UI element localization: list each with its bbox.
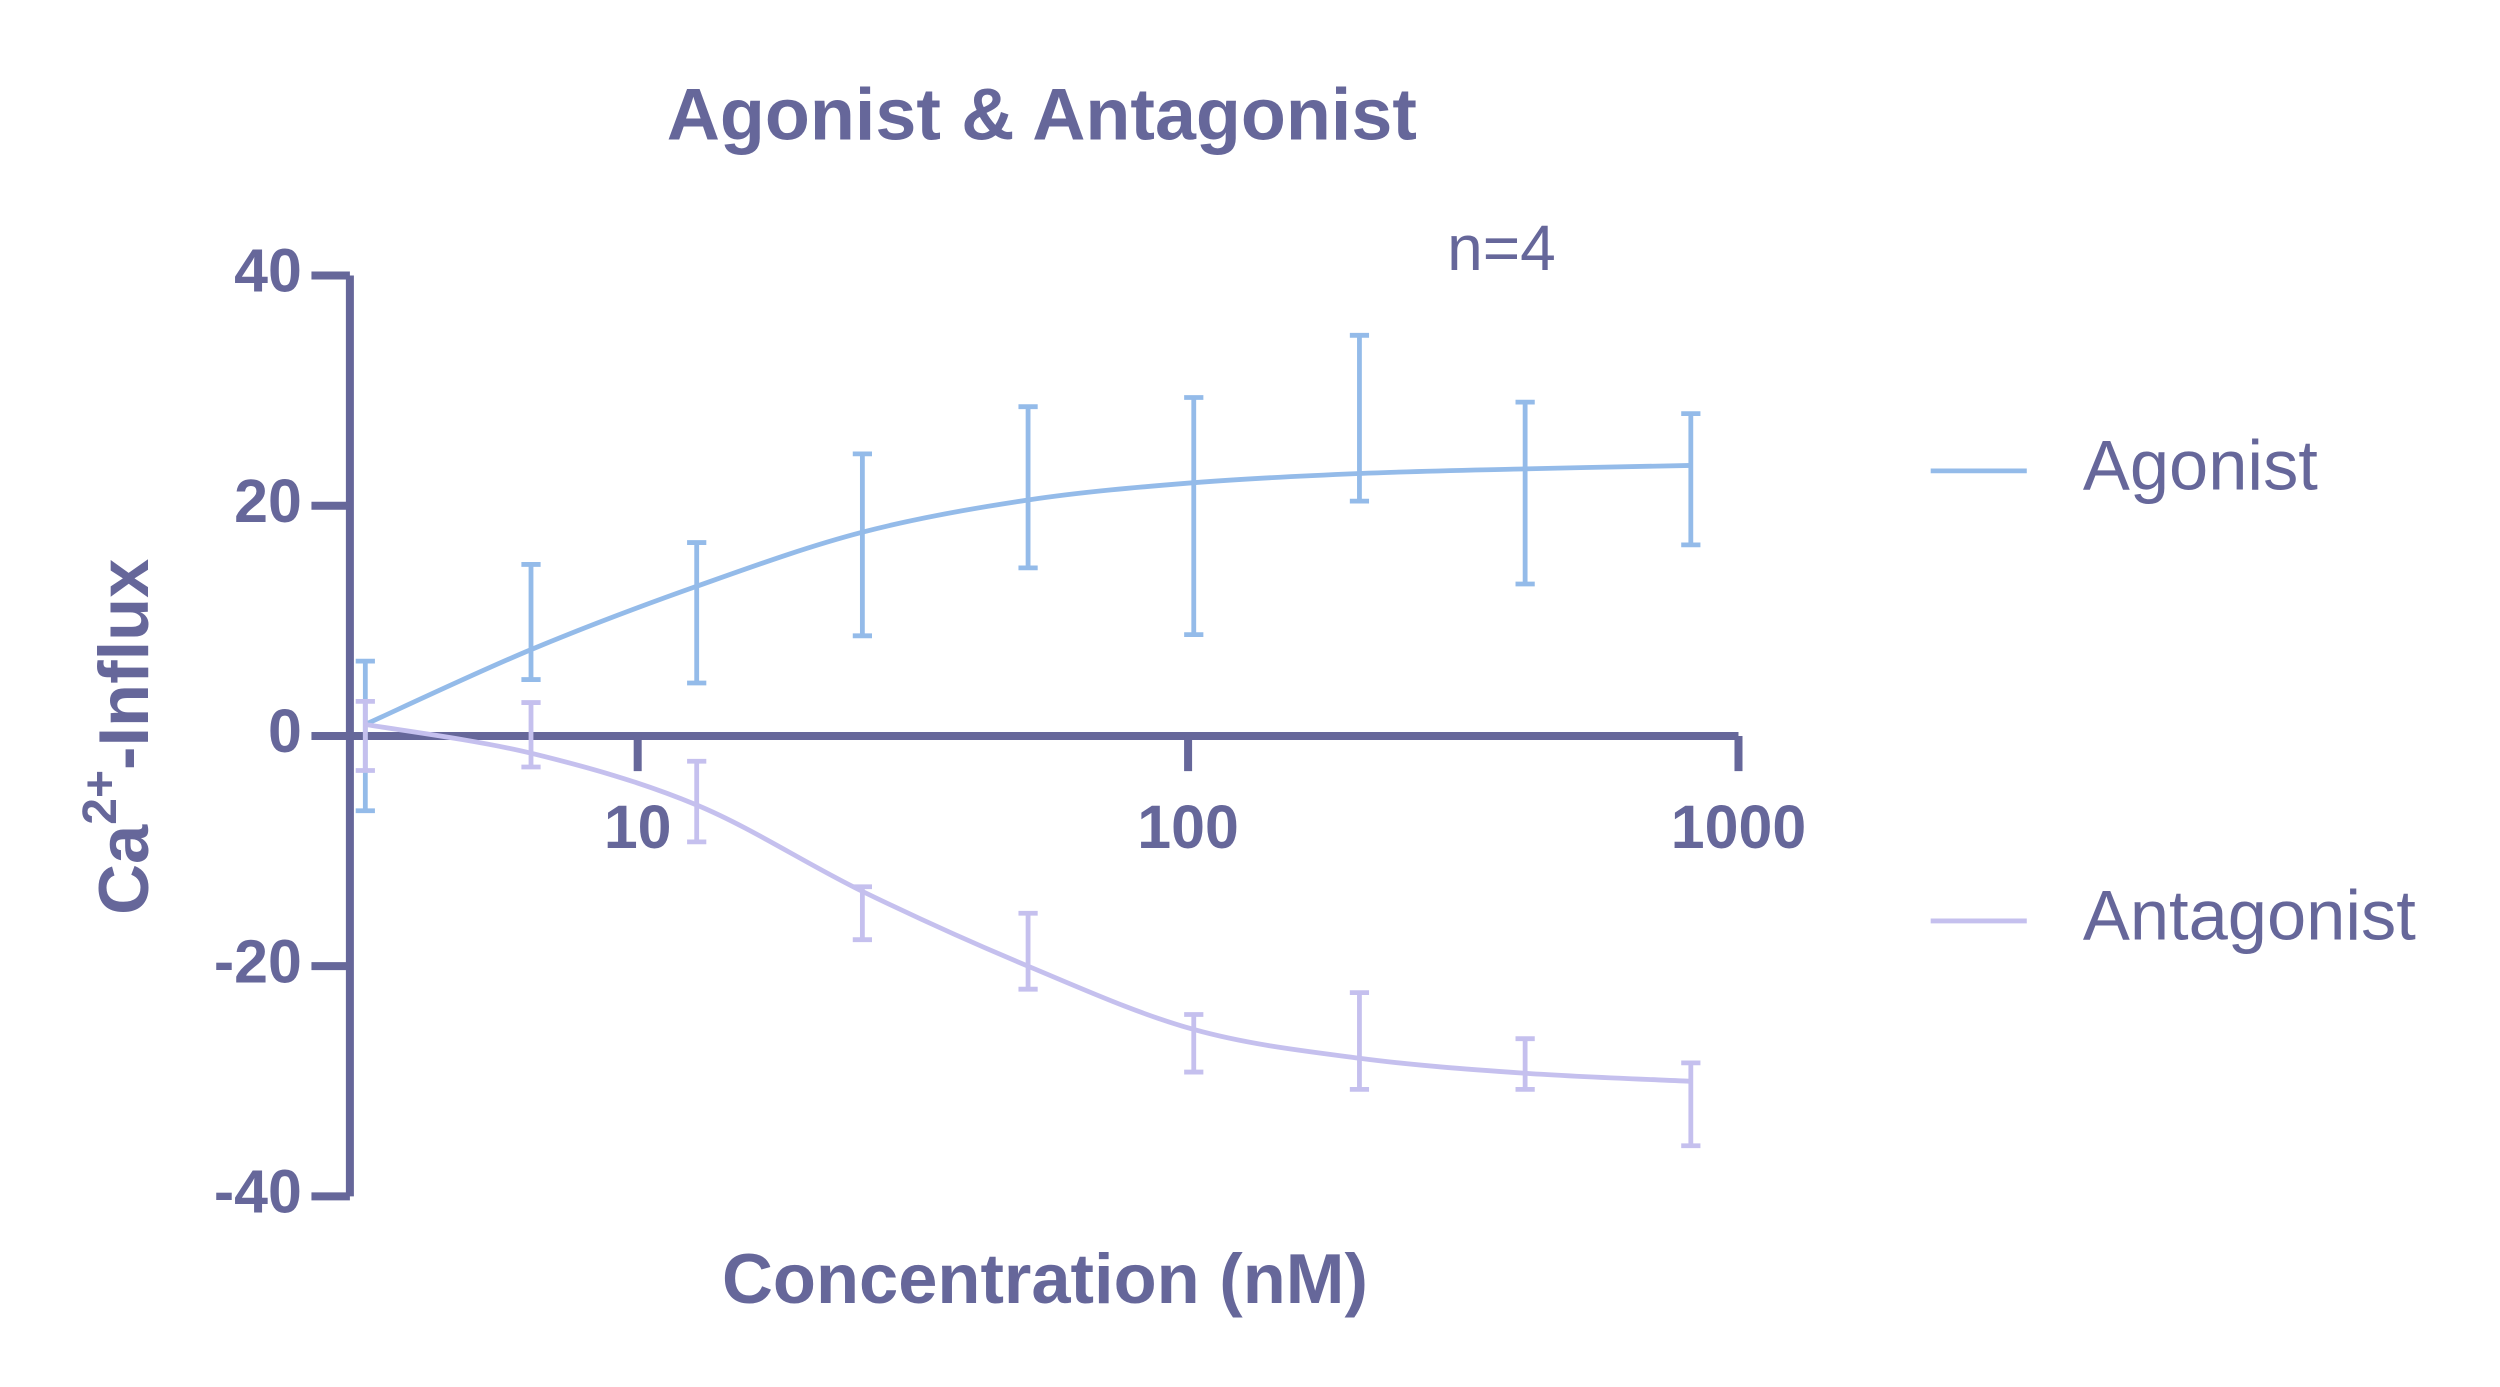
y-axis-title-sup: 2+ [74, 770, 127, 825]
y-axis-title-base: Ca [83, 824, 162, 915]
legend-label: Antagonist [2083, 876, 2416, 955]
x-tick-label: 10 [604, 793, 672, 861]
y-tick-label: 40 [234, 237, 302, 305]
y-tick-label: 0 [268, 697, 302, 765]
legend-label: Agonist [2083, 425, 2318, 504]
fit-line [364, 722, 1691, 1084]
x-tick-label: 100 [1137, 793, 1239, 861]
y-tick-label: 20 [234, 467, 302, 535]
fit-line [364, 463, 1691, 727]
x-tick-label: 1000 [1671, 793, 1806, 861]
y-axis-title-rest: -Influx [83, 559, 162, 770]
x-axis-title: Concentration (nM) [722, 1239, 1368, 1318]
y-axis-title: Ca2+-Influx [74, 559, 163, 915]
y-tick-label: -20 [214, 927, 302, 995]
annotation: n=4 [1447, 212, 1556, 284]
y-tick-label: -40 [214, 1157, 302, 1225]
chart-title: Agonist & Antagonist [667, 73, 1417, 156]
